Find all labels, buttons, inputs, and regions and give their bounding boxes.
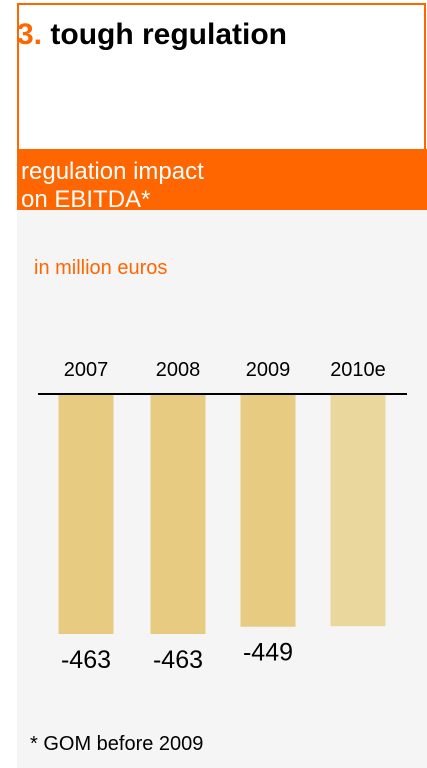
title-number: 3. xyxy=(17,18,43,51)
category-label-2007: 2007 xyxy=(64,359,109,381)
bar-2007 xyxy=(58,394,114,634)
bar-2008 xyxy=(150,394,206,634)
value-label-2007: -463 xyxy=(61,646,111,674)
value-label-2008: -463 xyxy=(153,646,203,674)
page-title: 3. tough regulation xyxy=(17,18,287,52)
header-box xyxy=(17,3,426,149)
value-label-2009: -449 xyxy=(243,639,293,667)
footnote: * GOM before 2009 xyxy=(30,733,204,755)
bar-2010e xyxy=(330,394,386,627)
bar-2009 xyxy=(240,394,296,627)
title-text: tough regulation xyxy=(50,18,288,51)
category-label-2009: 2009 xyxy=(246,359,291,381)
category-label-2010e: 2010e xyxy=(330,359,386,381)
chart-header-line-2: on EBITDA* xyxy=(21,186,151,213)
chart-header-line-1: regulation impact xyxy=(21,158,204,185)
chart-header-text: regulation impact on EBITDA* xyxy=(21,158,381,214)
chart-header-band xyxy=(17,149,427,210)
category-label-2008: 2008 xyxy=(156,359,201,381)
unit-label: in million euros xyxy=(34,257,168,279)
